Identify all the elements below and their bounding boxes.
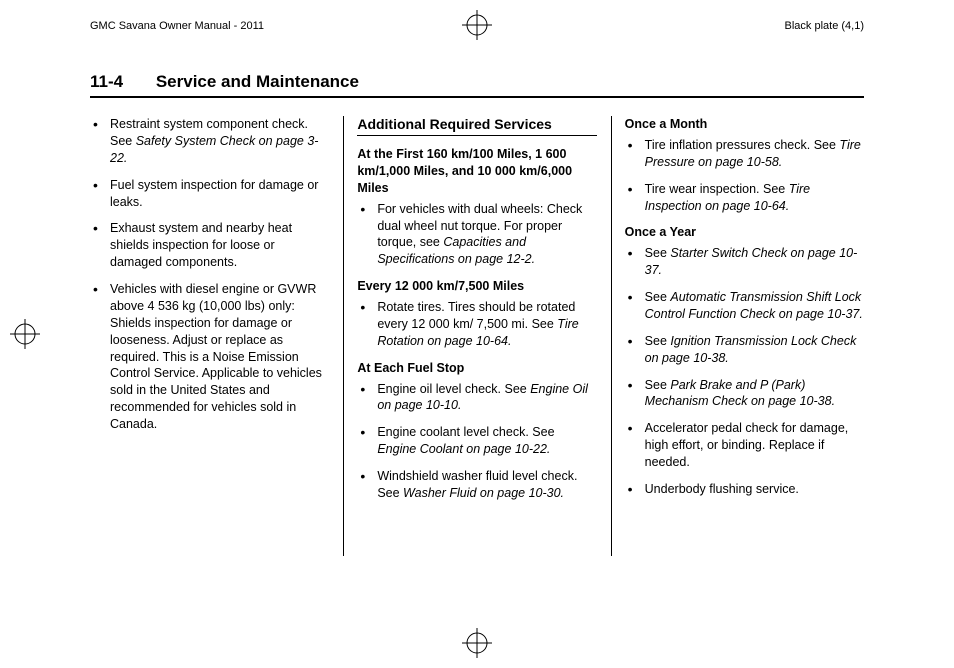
subsection-heading: Once a Year — [625, 224, 864, 241]
item-text: See — [645, 334, 671, 348]
item-ref: Safety System Check on page 3-22. — [110, 134, 318, 165]
col2-list-1: For vehicles with dual wheels: Check dua… — [357, 201, 596, 269]
column-3: Once a Month Tire inflation pressures ch… — [611, 116, 864, 512]
item-ref: Starter Switch Check on page 10-37. — [645, 246, 858, 277]
item-text: Fuel system inspection for damage or lea… — [110, 178, 318, 209]
crop-mark-top — [462, 10, 492, 40]
chapter-title: Service and Maintenance — [156, 72, 359, 91]
item-text: See — [645, 290, 671, 304]
col1-list: Restraint system component check. See Sa… — [90, 116, 329, 433]
column-divider — [611, 116, 612, 556]
crop-mark-bottom — [462, 628, 492, 658]
plate-info: Black plate (4,1) — [785, 20, 864, 32]
list-item: See Ignition Transmission Lock Check on … — [625, 333, 864, 367]
list-item: See Starter Switch Check on page 10-37. — [625, 245, 864, 279]
col2-list-3: Engine oil level check. See Engine Oil o… — [357, 381, 596, 502]
crop-mark-left — [10, 319, 40, 349]
item-text: See — [645, 246, 671, 260]
list-item: Exhaust system and nearby heat shields i… — [90, 220, 329, 271]
list-item: Tire inflation pressures check. See Tire… — [625, 137, 864, 171]
list-item: Rotate tires. Tires should be rotated ev… — [357, 299, 596, 350]
item-text: Engine coolant level check. See — [377, 425, 554, 439]
item-ref: Washer Fluid on page 10-30. — [403, 486, 564, 500]
list-item: Tire wear inspection. See Tire Inspectio… — [625, 181, 864, 215]
item-text: Engine oil level check. See — [377, 382, 530, 396]
item-text: See — [645, 378, 671, 392]
subsection-heading: Every 12 000 km/7,500 Miles — [357, 278, 596, 295]
subsection-heading: At Each Fuel Stop — [357, 360, 596, 377]
page-number: 11-4 — [90, 72, 123, 91]
list-item: Engine coolant level check. See Engine C… — [357, 424, 596, 458]
item-text: Tire wear inspection. See — [645, 182, 789, 196]
item-text: Underbody flushing service. — [645, 482, 799, 496]
item-text: Vehicles with diesel engine or GVWR abov… — [110, 282, 322, 431]
item-ref: Automatic Transmission Shift Lock Contro… — [645, 290, 863, 321]
item-text: Accelerator pedal check for damage, high… — [645, 421, 849, 469]
list-item: Accelerator pedal check for damage, high… — [625, 420, 864, 471]
col3-list-1: Tire inflation pressures check. See Tire… — [625, 137, 864, 215]
subsection-heading: Once a Month — [625, 116, 864, 133]
list-item: Restraint system component check. See Sa… — [90, 116, 329, 167]
item-text: Exhaust system and nearby heat shields i… — [110, 221, 292, 269]
list-item: Underbody flushing service. — [625, 481, 864, 498]
column-divider — [343, 116, 344, 556]
list-item: For vehicles with dual wheels: Check dua… — [357, 201, 596, 269]
list-item: Engine oil level check. See Engine Oil o… — [357, 381, 596, 415]
doc-title: GMC Savana Owner Manual - 2011 — [90, 20, 264, 32]
list-item: See Park Brake and P (Park) Mechanism Ch… — [625, 377, 864, 411]
item-ref: Ignition Transmission Lock Check on page… — [645, 334, 857, 365]
subsection-heading: At the First 160 km/100 Miles, 1 600 km/… — [357, 146, 596, 197]
list-item: Fuel system inspection for damage or lea… — [90, 177, 329, 211]
list-item: See Automatic Transmission Shift Lock Co… — [625, 289, 864, 323]
item-text: Rotate tires. Tires should be rotated ev… — [377, 300, 575, 331]
list-item: Vehicles with diesel engine or GVWR abov… — [90, 281, 329, 433]
item-ref: Engine Coolant on page 10-22. — [377, 442, 550, 456]
column-2: Additional Required Services At the Firs… — [343, 116, 610, 512]
section-title: Additional Required Services — [357, 116, 596, 136]
page-body: 11-4 Service and Maintenance Restraint s… — [0, 32, 954, 512]
list-item: Windshield washer fluid level check. See… — [357, 468, 596, 502]
page-header: 11-4 Service and Maintenance — [90, 72, 864, 98]
column-1: Restraint system component check. See Sa… — [90, 116, 343, 512]
col2-list-2: Rotate tires. Tires should be rotated ev… — [357, 299, 596, 350]
item-text: Tire inflation pressures check. See — [645, 138, 840, 152]
content-columns: Restraint system component check. See Sa… — [90, 116, 864, 512]
item-ref: Park Brake and P (Park) Mechanism Check … — [645, 378, 835, 409]
col3-list-2: See Starter Switch Check on page 10-37. … — [625, 245, 864, 498]
